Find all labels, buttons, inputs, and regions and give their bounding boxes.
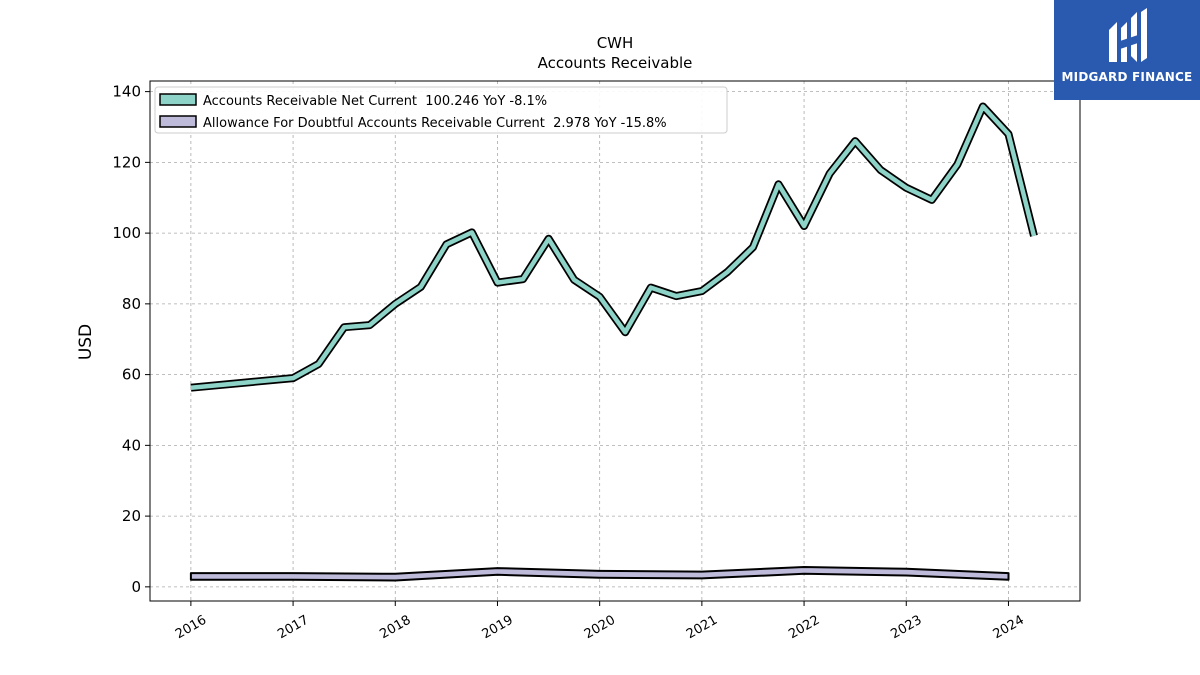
series-receivable-line [190, 104, 1037, 390]
y-tick-label: 0 [131, 578, 141, 596]
y-tick-label: 100 [112, 224, 141, 242]
y-tick-label: 140 [112, 83, 141, 101]
y-axis-label: USD [76, 324, 96, 360]
grid [150, 81, 1080, 601]
x-tick-label: 2024 [991, 613, 1027, 643]
legend-label-allowance: Allowance For Doubtful Accounts Receivab… [203, 116, 667, 131]
plot-frame [149, 80, 1081, 602]
y-tick-label: 60 [122, 366, 141, 384]
x-tick-label: 2019 [480, 613, 516, 643]
x-tick-label: 2023 [888, 613, 924, 643]
y-tick-label: 20 [122, 507, 141, 525]
legend-frame [154, 86, 728, 134]
legend-swatch-receivable [159, 93, 197, 106]
x-tick-label: 2021 [684, 613, 720, 643]
x-tick-label: 2016 [173, 613, 209, 643]
ticks: 0 20 40 60 80 100 120 140 2016 2017 2018 2019 2020 20… [112, 83, 1026, 643]
brand-logo: MIDGARD FINANCE [1054, 0, 1200, 100]
y-tick-label: 120 [112, 153, 141, 171]
x-tick-label: 2020 [582, 613, 618, 643]
legend-swatch-allowance [159, 115, 197, 128]
x-tick-label: 2018 [377, 613, 413, 643]
midgard-logo-icon [1109, 8, 1147, 62]
legend-label-receivable: Accounts Receivable Net Current 100.246 … [203, 94, 547, 109]
y-tick-label: 80 [122, 295, 141, 313]
brand-name: MIDGARD FINANCE [1061, 70, 1193, 84]
series-allowance-band [189, 566, 1010, 582]
y-tick-label: 40 [122, 436, 141, 454]
series-receivable-outline [190, 102, 1038, 392]
chart-subtitle: Accounts Receivable [538, 54, 693, 72]
x-tick-label: 2022 [786, 613, 822, 643]
x-tick-label: 2017 [275, 613, 311, 643]
series-layer [189, 102, 1038, 582]
legend: Accounts Receivable Net Current 100.246 … [154, 86, 728, 134]
chart-title: CWH [597, 34, 634, 52]
